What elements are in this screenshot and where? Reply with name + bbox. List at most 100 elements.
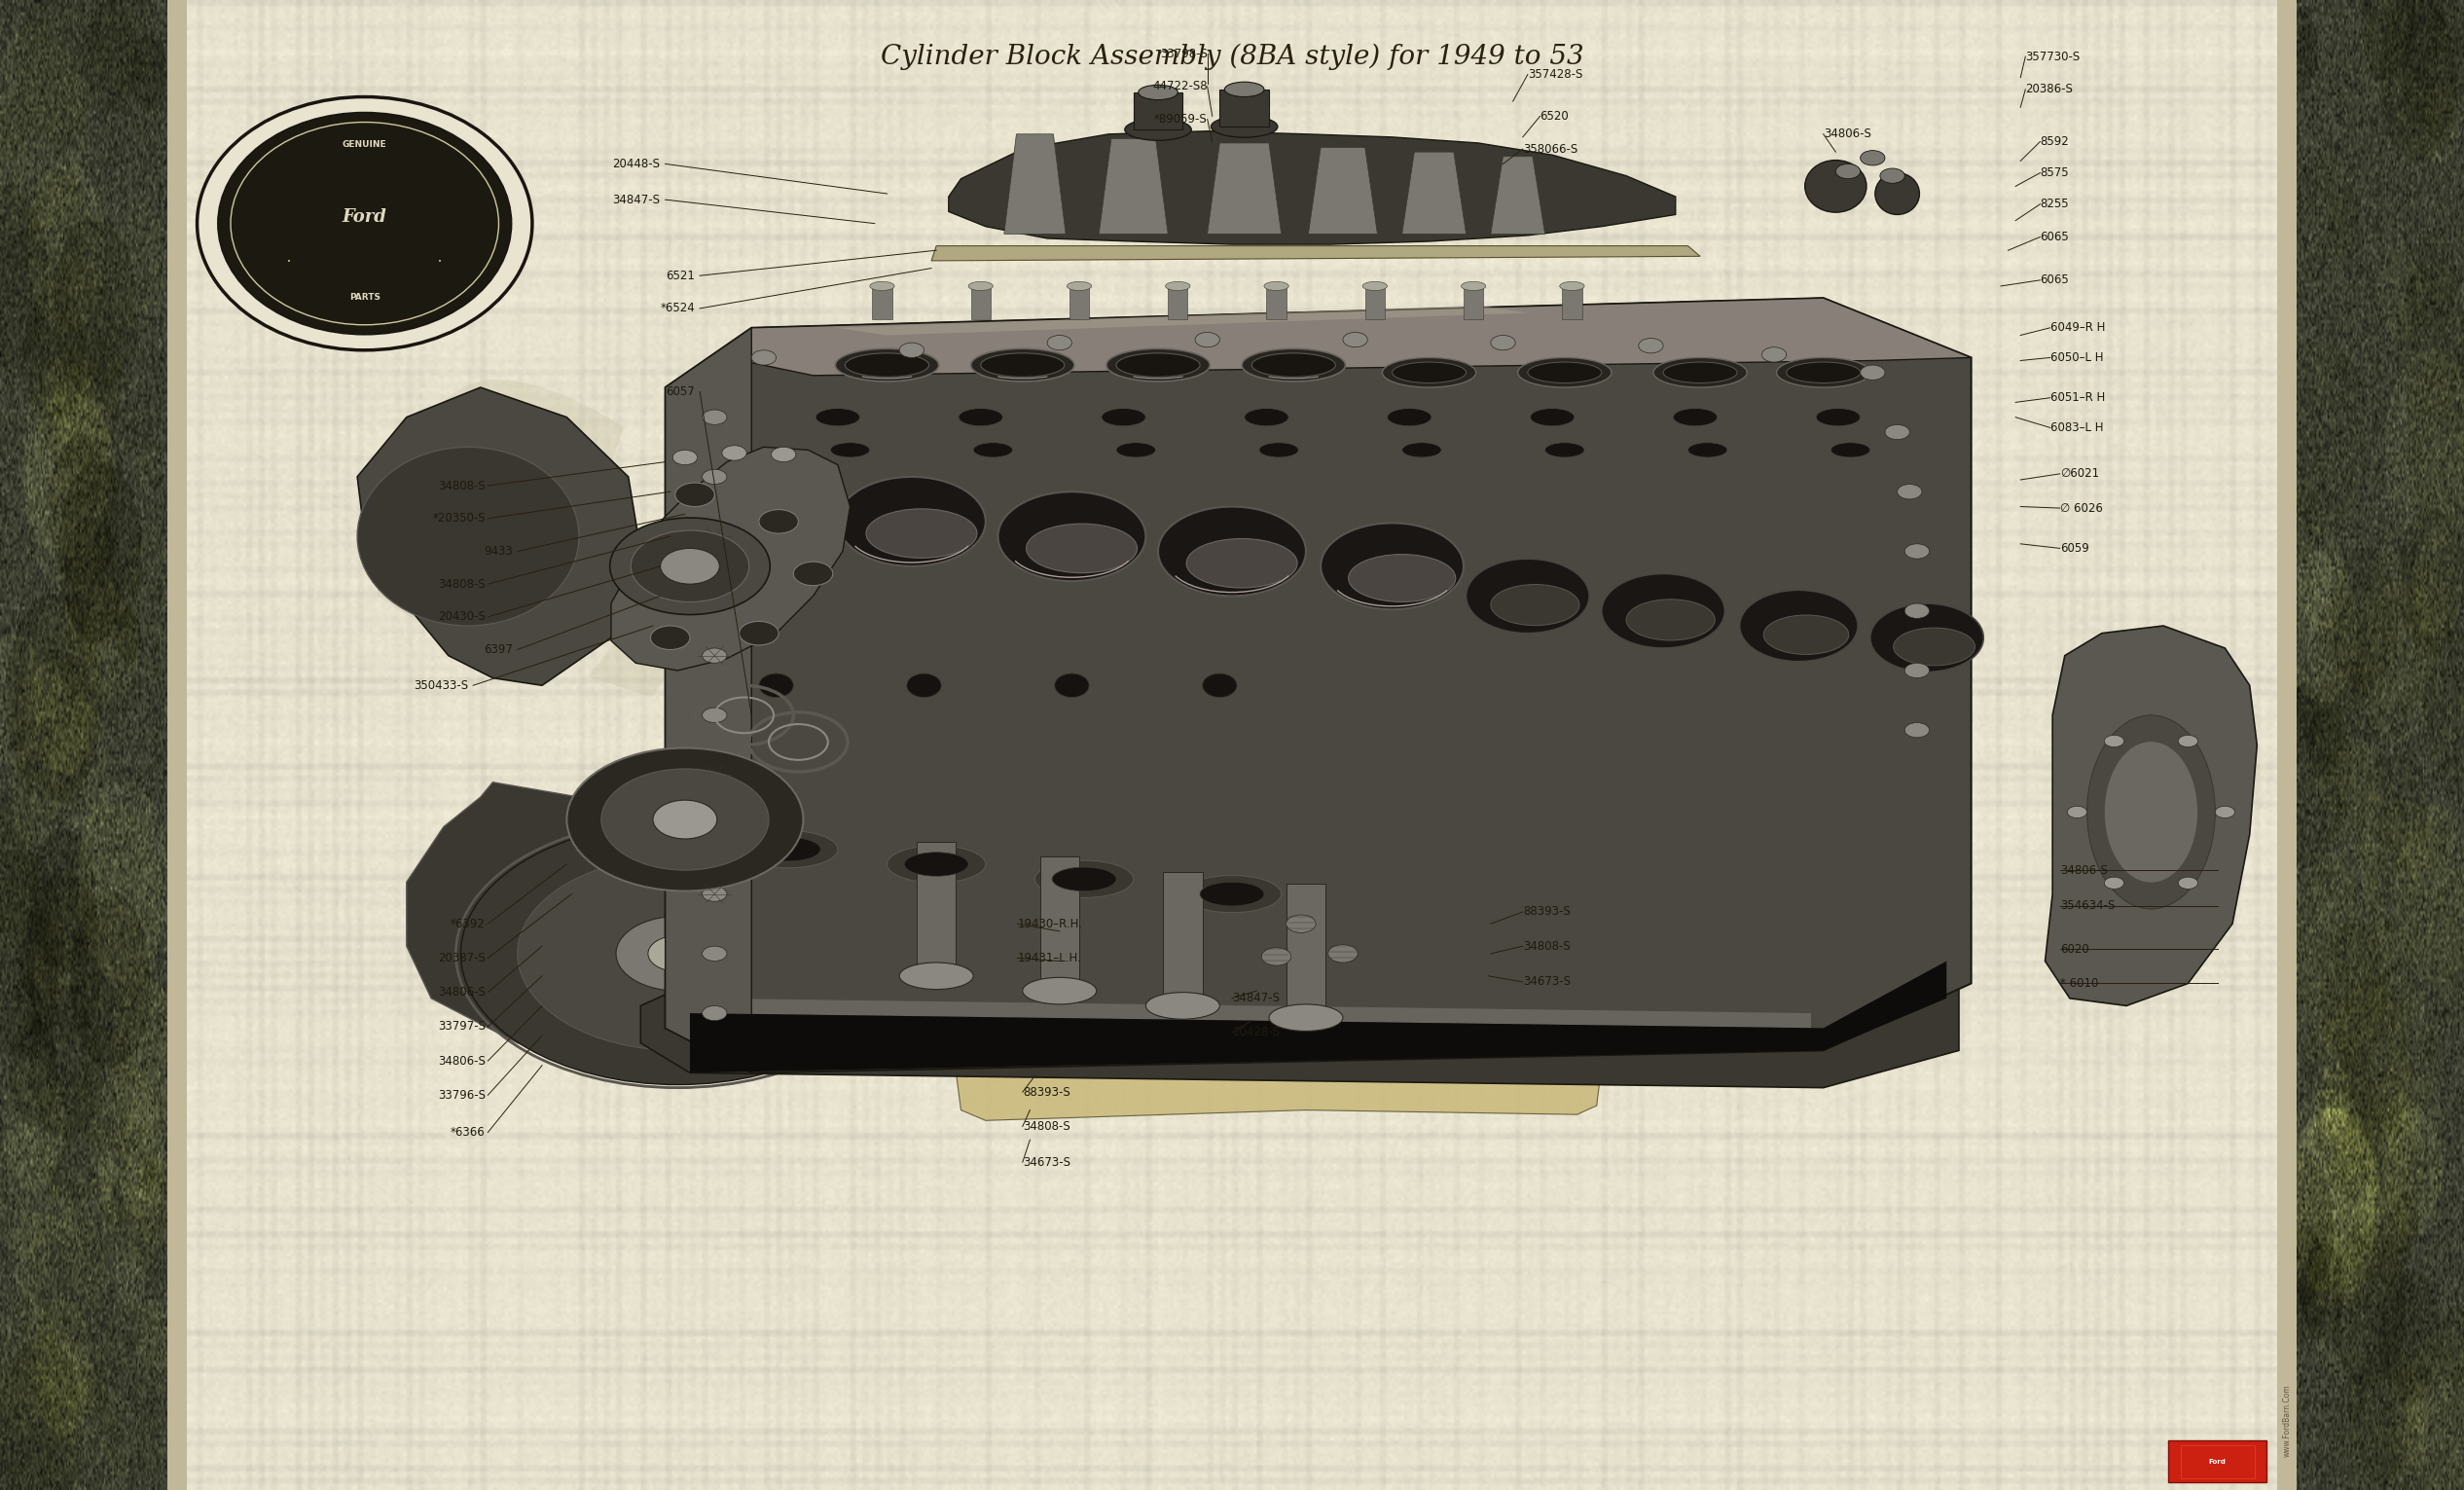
Ellipse shape (1244, 408, 1289, 426)
Circle shape (752, 350, 776, 365)
Ellipse shape (958, 408, 1003, 426)
Text: 44722-S8: 44722-S8 (1153, 80, 1207, 92)
Ellipse shape (998, 492, 1146, 581)
Ellipse shape (1786, 362, 1860, 383)
Bar (2277, 0, 2296, 1490)
Ellipse shape (739, 830, 838, 867)
Ellipse shape (1626, 599, 1715, 641)
Circle shape (702, 589, 727, 603)
Ellipse shape (1165, 282, 1190, 291)
Ellipse shape (981, 353, 1064, 377)
Text: *6366: *6366 (451, 1126, 485, 1138)
Text: •: • (439, 259, 441, 264)
Text: 6020: 6020 (2060, 943, 2089, 955)
Ellipse shape (1138, 85, 1178, 100)
Ellipse shape (1259, 443, 1299, 457)
Ellipse shape (217, 113, 513, 334)
Polygon shape (1099, 139, 1168, 234)
Text: *20350-S: *20350-S (431, 513, 485, 524)
Bar (2168, 1441, 2267, 1483)
Text: 34806-S: 34806-S (439, 1055, 485, 1067)
Bar (1286, 884, 1326, 1010)
Circle shape (673, 450, 697, 465)
Ellipse shape (756, 837, 821, 861)
Circle shape (702, 946, 727, 961)
Circle shape (739, 621, 779, 645)
Ellipse shape (1200, 882, 1264, 906)
Ellipse shape (759, 673, 793, 697)
Ellipse shape (1264, 282, 1289, 291)
Text: 357730-S: 357730-S (2025, 51, 2080, 63)
Ellipse shape (1101, 408, 1146, 426)
Text: 350433-S: 350433-S (414, 679, 468, 691)
Bar (1040, 857, 1079, 983)
Text: GENUINE: GENUINE (342, 140, 387, 149)
Ellipse shape (1124, 119, 1193, 140)
Ellipse shape (1052, 867, 1116, 891)
Text: 34806-S: 34806-S (439, 986, 485, 998)
Ellipse shape (1653, 358, 1747, 387)
Bar (1464, 286, 1483, 319)
Circle shape (650, 626, 690, 650)
Circle shape (771, 447, 796, 462)
Ellipse shape (887, 845, 986, 882)
Circle shape (1905, 723, 1929, 738)
Text: 20430-S: 20430-S (439, 611, 485, 623)
Text: Cylinder Block Assembly (8BA style) for 1949 to 53: Cylinder Block Assembly (8BA style) for … (880, 43, 1584, 70)
Text: * 6010: * 6010 (2060, 977, 2099, 989)
Bar (1069, 286, 1089, 319)
Polygon shape (665, 328, 752, 1073)
Ellipse shape (1025, 523, 1138, 572)
Ellipse shape (1816, 408, 1860, 426)
Circle shape (1860, 150, 1885, 165)
Ellipse shape (1777, 358, 1870, 387)
Ellipse shape (1688, 443, 1727, 457)
Text: 6065: 6065 (2040, 274, 2070, 286)
Ellipse shape (968, 282, 993, 291)
Ellipse shape (1402, 443, 1441, 457)
Circle shape (1836, 164, 1860, 179)
Circle shape (1897, 484, 1922, 499)
Bar (2181, 1445, 2255, 1478)
Ellipse shape (1363, 282, 1387, 291)
Circle shape (653, 800, 717, 839)
Ellipse shape (845, 353, 929, 377)
Polygon shape (702, 998, 1811, 1028)
Polygon shape (949, 131, 1676, 244)
Polygon shape (407, 782, 899, 1065)
Circle shape (1905, 663, 1929, 678)
Circle shape (2178, 735, 2198, 746)
Ellipse shape (2087, 715, 2215, 909)
Circle shape (732, 748, 771, 772)
Ellipse shape (1348, 554, 1456, 602)
Ellipse shape (867, 510, 978, 557)
Bar (1163, 872, 1202, 998)
Ellipse shape (1392, 362, 1466, 383)
Circle shape (1195, 332, 1220, 347)
Ellipse shape (611, 517, 769, 614)
Circle shape (1262, 948, 1291, 966)
Polygon shape (690, 961, 1947, 1073)
Circle shape (616, 916, 739, 991)
Ellipse shape (1116, 353, 1200, 377)
Ellipse shape (1035, 861, 1133, 898)
Circle shape (517, 857, 838, 1050)
Ellipse shape (838, 477, 986, 566)
Text: 20448-S: 20448-S (614, 158, 660, 170)
Text: ∅ 6026: ∅ 6026 (2060, 502, 2102, 514)
Ellipse shape (1252, 353, 1335, 377)
Ellipse shape (1545, 443, 1584, 457)
Text: 33797-S: 33797-S (439, 1021, 485, 1033)
Bar (1168, 286, 1188, 319)
Text: 34673-S: 34673-S (1023, 1156, 1069, 1168)
Circle shape (702, 827, 727, 842)
Circle shape (648, 936, 707, 971)
Circle shape (1885, 425, 1910, 440)
Circle shape (2104, 878, 2124, 890)
Ellipse shape (1106, 349, 1210, 381)
Text: 6050–L H: 6050–L H (2050, 352, 2104, 364)
Bar (168, 0, 187, 1490)
Circle shape (1905, 603, 1929, 618)
Circle shape (1286, 915, 1316, 933)
Ellipse shape (1183, 875, 1281, 912)
